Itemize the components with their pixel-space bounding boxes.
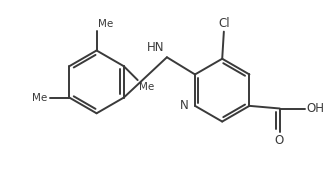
- Text: HN: HN: [147, 41, 164, 54]
- Text: Me: Me: [139, 82, 154, 92]
- Text: OH: OH: [306, 102, 324, 115]
- Text: Me: Me: [98, 19, 114, 29]
- Text: Cl: Cl: [218, 17, 230, 30]
- Text: N: N: [180, 99, 189, 112]
- Text: O: O: [275, 134, 284, 147]
- Text: Me: Me: [32, 93, 47, 103]
